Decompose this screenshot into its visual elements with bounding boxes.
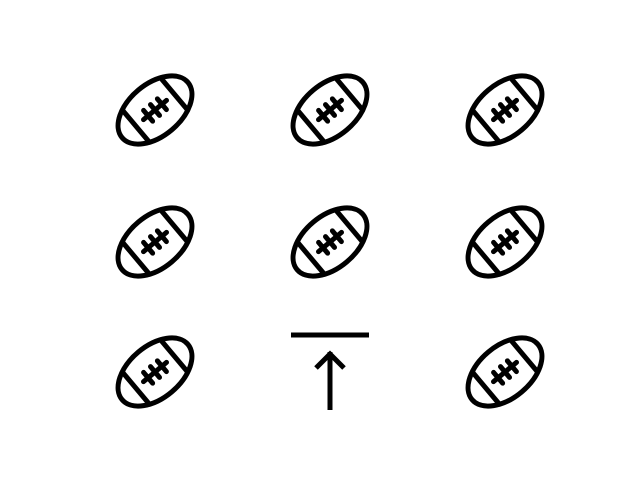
football-icon xyxy=(105,60,205,160)
football-icon xyxy=(105,192,205,292)
upload-arrow-icon xyxy=(280,322,380,422)
football-icon xyxy=(455,322,555,422)
football-icon xyxy=(455,60,555,160)
football-icon xyxy=(280,60,380,160)
football-icon xyxy=(280,192,380,292)
football-icon xyxy=(455,192,555,292)
football-icon xyxy=(105,322,205,422)
